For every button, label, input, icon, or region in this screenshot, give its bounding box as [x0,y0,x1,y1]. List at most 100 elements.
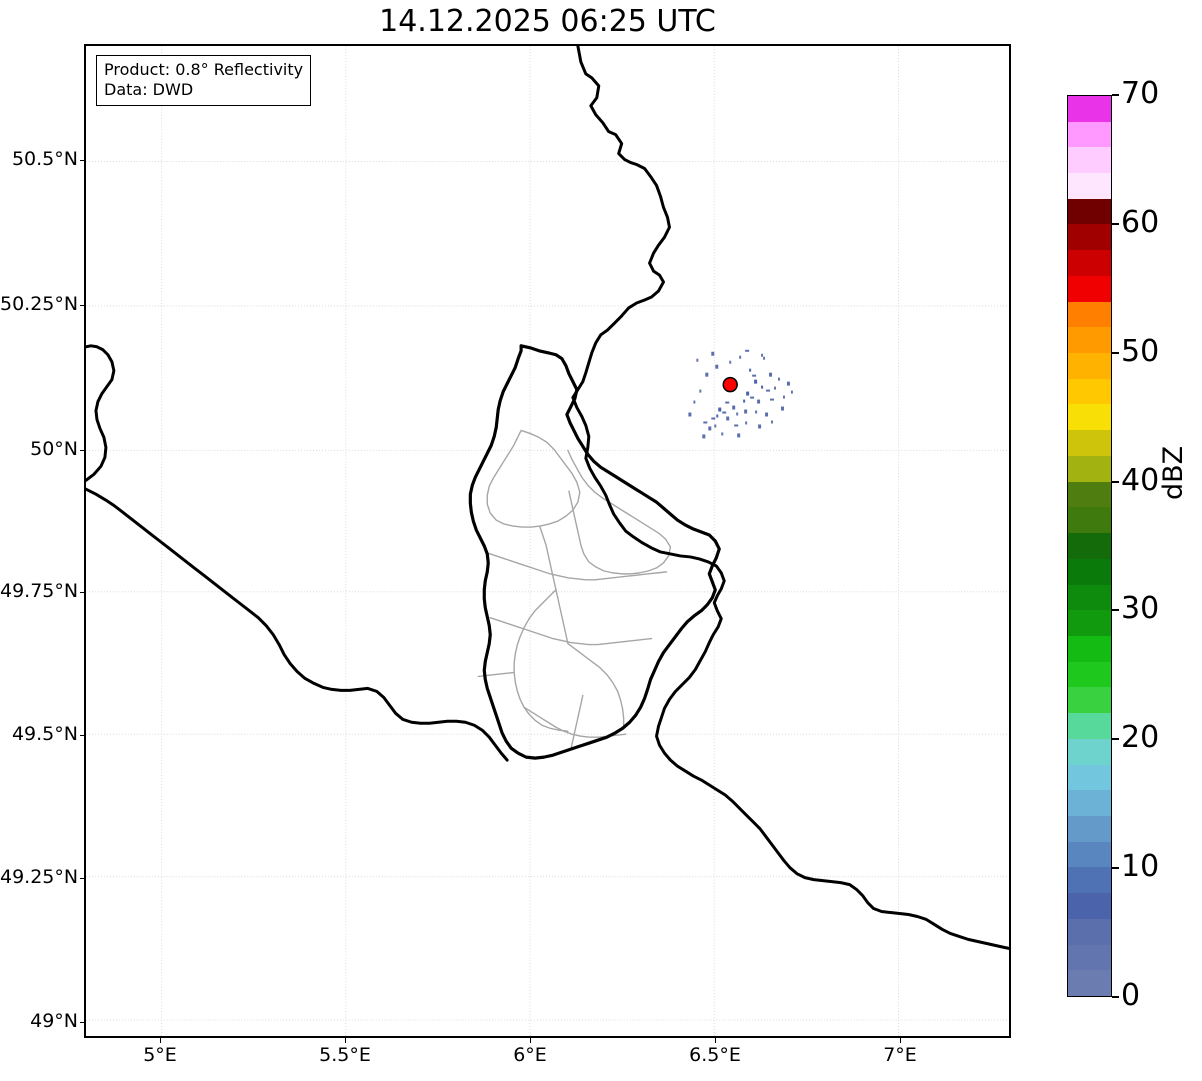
lon-tick-mark [530,1038,531,1043]
radar-map-axes[interactable] [84,44,1011,1038]
canton-boundary [539,526,569,645]
canton-boundary [486,429,581,528]
lon-tick-label: 5.5°E [319,1044,371,1066]
radar-echo-pixel [736,412,739,416]
colorbar-band [1068,610,1111,636]
canton-boundary [486,552,668,581]
colorbar-band [1068,584,1111,611]
radar-echo-pixel [702,434,706,439]
colorbar-band [1068,430,1111,456]
colorbar-band [1068,970,1111,996]
colorbar-gradient [1067,95,1112,997]
colorbar-band [1068,404,1111,431]
colorbar-band [1068,841,1111,868]
lat-tick-label: 49.25°N [0,866,79,888]
colorbar-tick-mark [1112,738,1119,741]
radar-echo-pixel [716,414,719,418]
radar-echo-pixel [770,398,775,401]
colorbar-tick-label: 10 [1121,849,1160,885]
colorbar-band [1068,661,1111,688]
colorbar-tick-mark [1112,351,1119,354]
colorbar-band [1068,944,1111,971]
lat-tick-mark [80,735,85,736]
canton-boundary [567,449,672,575]
radar-echo-pixel [778,377,780,381]
colorbar-tick-label: 40 [1121,462,1160,498]
canton-boundary [513,589,569,732]
radar-echo-pixel [705,372,709,377]
radar-echo-pixel [725,401,730,404]
colorbar-band [1068,507,1111,534]
colorbar-band [1068,378,1111,405]
lat-tick-label: 49.75°N [0,580,79,602]
colorbar-band [1068,95,1111,122]
colorbar-tick-label: 20 [1121,720,1160,756]
colorbar-tick-label: 70 [1121,76,1160,111]
colorbar-band [1068,738,1111,765]
colorbar-tick-mark [1112,609,1119,612]
radar-echo-pixel [734,424,739,427]
radar-echo-pixel [754,379,758,384]
country-border-main [571,46,1009,950]
colorbar-tick-label: 0 [1121,978,1141,1013]
colorbar-tick-mark [1112,94,1119,96]
radar-echo-pixel [745,349,750,352]
radar-echo-pixel [708,426,712,431]
radar-echo-pixel [729,360,732,364]
colorbar-tick-label: 30 [1121,591,1160,627]
colorbar-band [1068,327,1111,354]
colorbar-band [1068,918,1111,945]
radar-echo-pixel [703,421,708,424]
colorbar-band [1068,250,1111,276]
colorbar-tick-mark [1112,222,1119,225]
colorbar-tick-label: 60 [1121,204,1160,240]
colorbar-tick-mark [1112,867,1119,870]
radar-echo-pixel [745,421,748,425]
lat-tick-mark [80,592,85,593]
colorbar-tick-mark [1112,996,1119,998]
radar-echo-pixel [782,395,785,399]
radar-echo-pixel [715,364,719,369]
radar-site-marker[interactable] [722,376,738,393]
page-title: 14.12.2025 06:25 UTC [379,4,716,39]
lon-tick-mark [715,1038,716,1043]
lon-tick-mark [160,1038,161,1043]
lat-tick-label: 50.5°N [11,148,78,170]
radar-echo-pixel [699,389,702,393]
radar-echo-pixel [750,396,755,399]
colorbar-band [1068,275,1111,302]
radar-echo-pixel [774,386,777,390]
colorbar-band [1068,147,1111,173]
colorbar-band [1068,455,1111,482]
info-product-line: Product: 0.8° Reflectivity [104,60,304,79]
colorbar-band [1068,635,1111,662]
radar-echo-pixel [696,358,699,362]
radar-echo-pixel [771,420,774,424]
radar-echo-pixel [758,424,762,429]
radar-echo-pixel [722,411,727,414]
lon-tick-label: 5°E [143,1044,177,1066]
radar-echo-pixel [743,399,746,403]
colorbar-band [1068,867,1111,894]
country-border-luxembourg [468,344,721,760]
radar-echo-pixel [763,356,766,360]
product-info-box: Product: 0.8° Reflectivity Data: DWD [96,55,312,106]
radar-echo-pixel [752,374,757,377]
lon-tick-label: 6°E [513,1044,547,1066]
map-gridlines [86,46,1009,1036]
lon-tick-mark [900,1038,901,1043]
colorbar[interactable] [1067,95,1112,997]
radar-echo-pixel [766,389,771,392]
radar-echo-pixel [761,385,764,389]
radar-echo-pixel [711,351,715,356]
radar-echo-pixel [732,405,736,410]
colorbar-band [1068,353,1111,379]
colorbar-band [1068,198,1111,225]
radar-echo-pixel [737,433,741,438]
lat-tick-mark [80,878,85,879]
canton-boundary [570,694,584,750]
colorbar-band [1068,301,1111,328]
radar-echo-pixel [746,391,750,396]
colorbar-band [1068,533,1111,559]
canton-boundary [489,616,653,646]
